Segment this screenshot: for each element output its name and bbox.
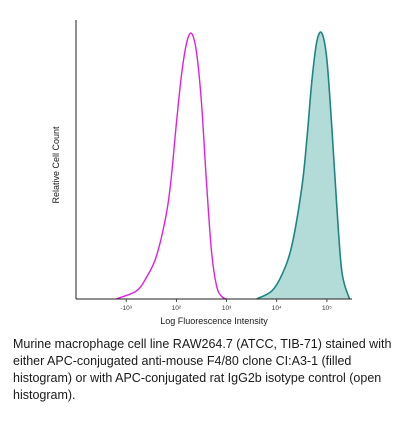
x-tick-label: 10²	[172, 305, 182, 312]
x-tick-label: 10³	[222, 305, 232, 312]
x-tick-label: 10⁵	[322, 305, 332, 312]
x-tick-label: -10³	[120, 305, 132, 312]
x-tick-layer: -10³ 10² 10³ 10⁴ 10⁵	[120, 299, 332, 312]
filled-histogram-line	[256, 31, 351, 300]
series-layer	[115, 31, 351, 300]
histogram-chart: -10³ 10² 10³ 10⁴ 10⁵ Log Fluorescence Intens…	[51, 20, 352, 326]
x-axis-title: Log Fluorescence Intensity	[160, 316, 268, 326]
figure-caption: Murine macrophage cell line RAW264.7 (AT…	[13, 337, 392, 402]
x-tick-label: 10⁴	[272, 305, 282, 312]
filled-histogram-area	[256, 32, 350, 300]
y-axis-title: Relative Cell Count	[51, 126, 61, 204]
open-histogram-line	[115, 32, 227, 300]
